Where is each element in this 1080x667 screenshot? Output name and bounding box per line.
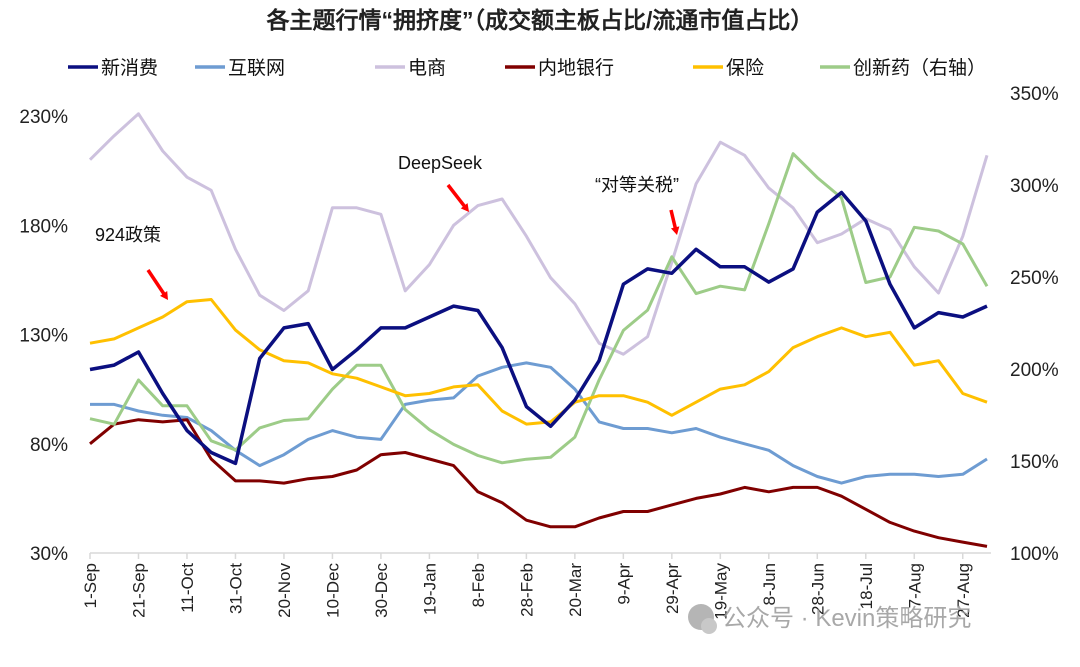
x-tick-label: 10-Dec	[323, 563, 342, 618]
x-tick-label: 11-Oct	[178, 563, 197, 613]
x-axis: 1-Sep 21-Sep 11-Oct 31-Oct 20-Nov 10-Dec 30-De…	[81, 552, 991, 620]
series-line-2	[88, 112, 989, 356]
series-lines	[88, 112, 989, 548]
legend-label: 互联网	[228, 57, 285, 79]
x-tick-label: 19-Jan	[420, 563, 439, 615]
series-line-4	[89, 298, 988, 426]
y-right-tick-label: 100%	[1010, 544, 1059, 565]
y-right-tick-label: 150%	[1010, 452, 1059, 473]
arrowhead-icon	[160, 291, 168, 300]
x-tick-label: 20-Nov	[275, 563, 294, 618]
arrow-icon	[446, 183, 467, 209]
annotation-label: “对等关税”	[595, 175, 679, 195]
legend-label: 电商	[408, 57, 446, 79]
y-right-tick-label: 350%	[1010, 84, 1059, 105]
x-tick-label: 27-Aug	[954, 563, 973, 618]
legend-label: 创新药（右轴）	[853, 57, 986, 79]
x-tick-label: 28-Jun	[808, 563, 827, 615]
x-tick-label: 19-May	[711, 563, 730, 620]
series-line-3	[89, 418, 988, 548]
arrowhead-icon	[670, 226, 680, 235]
x-tick-label: 1-Sep	[81, 563, 100, 608]
legend: 新消费 互联网 电商 内地银行 保险 创新药（右轴）	[68, 57, 986, 79]
left-y-axis: 30% 80% 130% 180% 230%	[19, 107, 68, 565]
legend-label: 新消费	[101, 57, 158, 79]
x-tick-label: 20-Mar	[566, 563, 585, 617]
y-left-tick-label: 180%	[19, 216, 68, 237]
arrowhead-icon	[460, 203, 469, 212]
x-tick-label: 28-Feb	[517, 563, 536, 617]
x-tick-label: 8-Jun	[760, 563, 779, 606]
y-left-tick-label: 130%	[19, 326, 68, 347]
chart-title: 各主题行情“拥挤度”（成交额主板占比/流通市值占比）	[266, 7, 814, 33]
watermark-text: 公众号 · Kevin策略研究	[722, 605, 971, 632]
y-right-tick-label: 200%	[1010, 360, 1059, 381]
y-left-tick-label: 80%	[30, 435, 68, 456]
series-line-0	[89, 190, 988, 466]
annotation-label: 924政策	[95, 225, 161, 245]
y-right-tick-label: 300%	[1010, 176, 1059, 197]
x-tick-label: 9-Apr	[614, 563, 633, 605]
legend-label: 保险	[726, 57, 764, 79]
right-y-axis: 100% 150% 200% 250% 300% 350%	[1010, 84, 1059, 565]
y-right-tick-label: 250%	[1010, 268, 1059, 289]
x-tick-label: 29-Apr	[663, 563, 682, 614]
y-left-tick-label: 230%	[19, 107, 68, 128]
x-tick-label: 18-Jul	[857, 563, 876, 609]
annotations: 924政策 DeepSeek “对等关税”	[95, 153, 680, 300]
x-tick-label: 21-Sep	[129, 563, 148, 618]
wechat-icon-bubble	[701, 618, 717, 634]
y-left-tick-label: 30%	[30, 544, 68, 565]
legend-label: 内地银行	[538, 57, 614, 79]
x-tick-label: 8-Feb	[469, 563, 488, 607]
arrow-icon	[669, 209, 678, 230]
annotation-label: DeepSeek	[398, 153, 483, 173]
x-tick-label: 31-Oct	[226, 563, 245, 614]
watermark: 公众号 · Kevin策略研究	[688, 604, 971, 634]
x-tick-label: 30-Dec	[372, 563, 391, 618]
x-tick-label: 7-Aug	[905, 563, 924, 608]
arrow-icon	[146, 269, 167, 296]
